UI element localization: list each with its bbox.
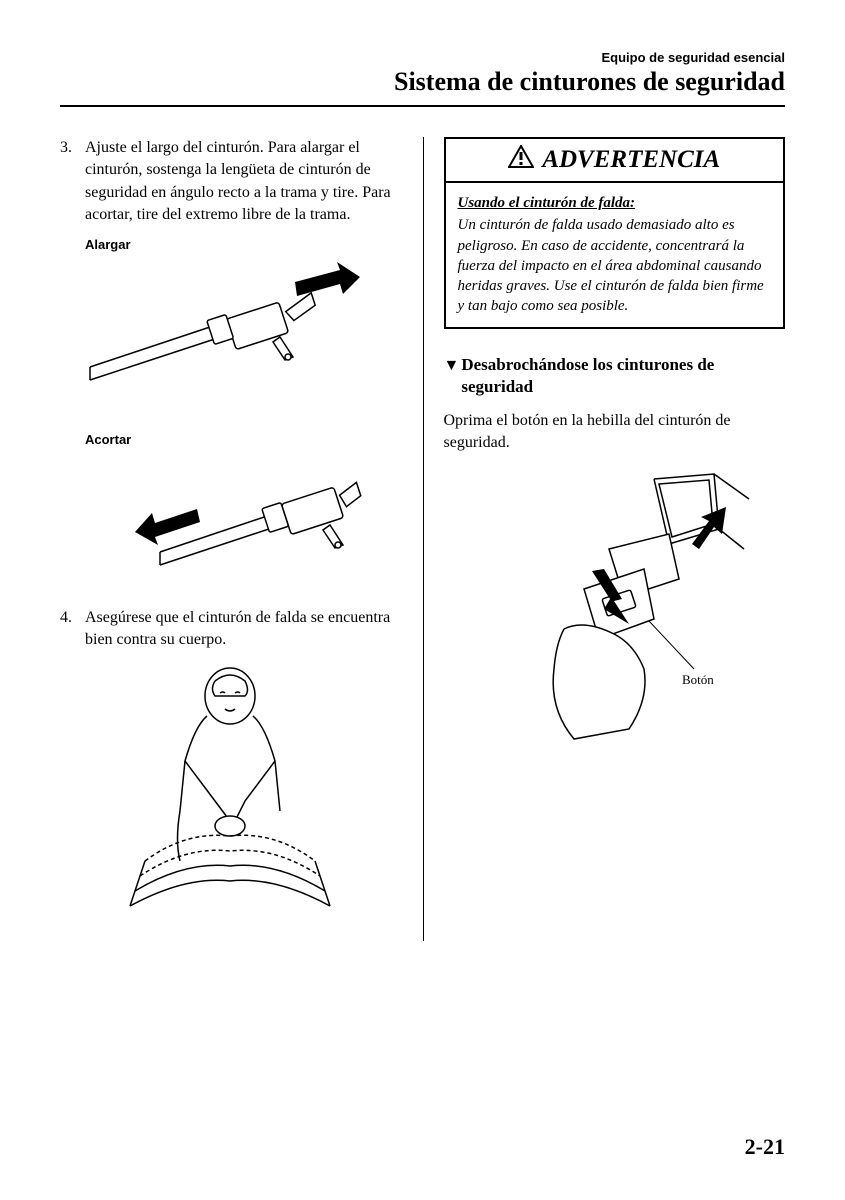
warning-subtitle: Usando el cinturón de falda: [458, 193, 772, 213]
right-column: ADVERTENCIA Usando el cinturón de falda:… [423, 137, 786, 941]
header-divider [60, 105, 785, 107]
warning-body: Usando el cinturón de falda: Un cinturón… [446, 183, 784, 327]
section-heading: ▼ Desabrochándose los cinturones de segu… [444, 354, 786, 398]
instruction-text: Oprima el botón en la hebilla del cintur… [444, 410, 786, 455]
triangle-marker-icon: ▼ [444, 356, 460, 377]
step-4: 4. Asegúrese que el cinturón de falda se… [60, 607, 403, 652]
label-lengthen: Alargar [85, 237, 403, 252]
step-3-text: Ajuste el largo del cinturón. Para alarg… [85, 137, 403, 227]
illustration-person [85, 661, 403, 926]
warning-title: ADVERTENCIA [542, 146, 720, 174]
warning-text: Un cinturón de falda usado demasiado alt… [458, 215, 772, 316]
callout-button-label: Botón [682, 672, 714, 687]
section-heading-text: Desabrochándose los cinturones de seguri… [461, 354, 785, 398]
left-column: 3. Ajuste el largo del cinturón. Para al… [60, 137, 423, 941]
warning-header: ADVERTENCIA [446, 139, 784, 183]
step-3-number: 3. [60, 137, 85, 227]
step-3: 3. Ajuste el largo del cinturón. Para al… [60, 137, 403, 227]
warning-icon [508, 145, 534, 175]
header-section: Equipo de seguridad esencial [60, 50, 785, 65]
page-number: 2-21 [745, 1134, 785, 1160]
step-4-number: 4. [60, 607, 85, 652]
illustration-buckle: Botón [454, 469, 786, 754]
warning-box: ADVERTENCIA Usando el cinturón de falda:… [444, 137, 786, 329]
header-title: Sistema de cinturones de seguridad [60, 67, 785, 97]
illustration-lengthen [85, 262, 403, 417]
step-4-text: Asegúrese que el cinturón de falda se en… [85, 607, 403, 652]
label-shorten: Acortar [85, 432, 403, 447]
illustration-shorten [85, 457, 403, 592]
